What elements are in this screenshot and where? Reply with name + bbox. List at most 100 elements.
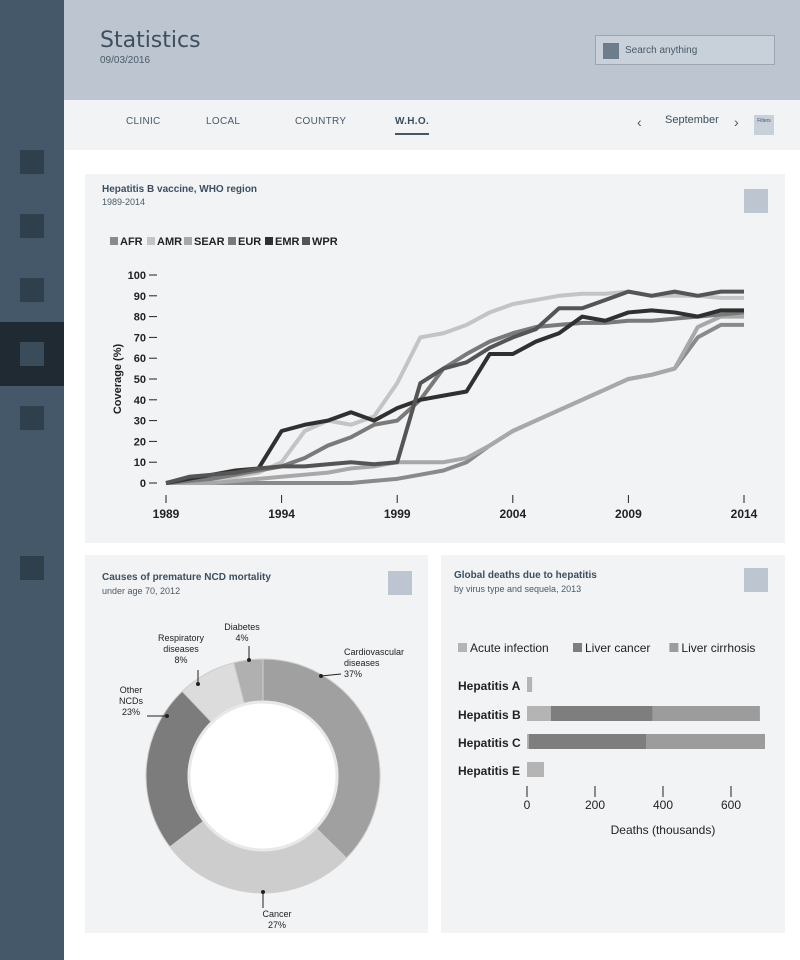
legend-label-liver-cancer: Liver cancer (585, 641, 650, 655)
y-tick-label: 30 (134, 416, 146, 428)
category-label-hepatitis-a: Hepatitis A (458, 679, 521, 693)
pie-label-line: NCDs (119, 696, 143, 706)
nav-icon (20, 278, 44, 302)
pie-label-line: 37% (344, 669, 362, 679)
y-tick-label: 20 (134, 436, 146, 448)
y-tick-label: 90 (134, 291, 146, 303)
legend-label-amr: AMR (157, 236, 182, 248)
page-title: Statistics (100, 28, 201, 53)
tab-local[interactable]: LOCAL (206, 116, 241, 127)
search-icon (603, 43, 619, 59)
pie-label-line: Respiratory (158, 633, 205, 643)
category-label-hepatitis-b: Hepatitis B (458, 708, 521, 722)
y-tick-label: 80 (134, 312, 146, 324)
vaccine-panel-title: Hepatitis B vaccine, WHO region (102, 184, 258, 195)
donut-hole (187, 700, 339, 852)
ncd-panel: Causes of premature NCD mortality under … (85, 555, 428, 933)
vaccine-panel-menu-button[interactable] (744, 189, 768, 213)
nav-icon (20, 342, 44, 366)
legend-swatch-eur (228, 237, 236, 245)
x-tick-label: 1999 (384, 507, 411, 521)
legend-swatch-acute-infection (458, 643, 467, 652)
hepatitis-panel-subtitle: by virus type and sequela, 2013 (454, 584, 582, 594)
sidebar-item-6[interactable] (0, 536, 64, 600)
bar-hepatitis-c-liver-cancer (528, 734, 646, 749)
pie-label-line: 8% (174, 655, 187, 665)
nav-icon (20, 406, 44, 430)
legend-swatch-amr (147, 237, 155, 245)
sidebar-item-5[interactable] (0, 386, 64, 450)
x-tick-label: 1994 (268, 507, 295, 521)
bar-hepatitis-e-acute-infection (527, 762, 544, 777)
x-tick-label: 1989 (153, 507, 180, 521)
legend-swatch-sear (184, 237, 192, 245)
category-label-hepatitis-e: Hepatitis E (458, 764, 520, 778)
series-line-eur (165, 310, 745, 485)
sidebar-item-1[interactable] (0, 130, 64, 194)
month-label: September (665, 114, 719, 126)
series-line-emr (165, 308, 744, 485)
pie-label-line: 4% (235, 633, 248, 643)
y-tick-label: 40 (134, 395, 146, 407)
vaccine-panel: Hepatitis B vaccine, WHO region 1989-201… (85, 174, 785, 543)
tab-clinic[interactable]: CLINIC (126, 116, 161, 127)
bar-hepatitis-c-acute-infection (527, 734, 529, 749)
page-date: 09/03/2016 (100, 55, 151, 66)
sidebar-item-3[interactable] (0, 258, 64, 322)
hepatitis-panel: Global deaths due to hepatitis by virus … (441, 555, 785, 933)
legend-swatch-liver-cirrhosis (669, 643, 679, 652)
y-tick-label: 100 (128, 270, 146, 282)
x-tick-label: 200 (585, 798, 605, 812)
series-line-wpr (165, 289, 744, 485)
bar-hepatitis-b-liver-cirrhosis (652, 706, 760, 721)
tab-bar: CLINIC LOCAL COUNTRY W.H.O. ‹ September … (64, 100, 800, 150)
pie-label-line: Other (120, 685, 143, 695)
legend-swatch-emr (265, 237, 273, 245)
legend-label-emr: EMR (275, 236, 300, 248)
category-label-hepatitis-c: Hepatitis C (458, 736, 521, 750)
bar-hepatitis-b-acute-infection (527, 706, 551, 721)
tab-country[interactable]: COUNTRY (295, 116, 347, 127)
x-tick-label: 2004 (499, 507, 526, 521)
legend-label-eur: EUR (238, 236, 261, 248)
y-tick-label: 0 (140, 478, 146, 490)
y-tick-label: 50 (134, 374, 146, 386)
vaccine-panel-subtitle: 1989-2014 (102, 197, 146, 207)
pie-label-line: diseases (163, 644, 199, 654)
x-tick-label: 2009 (615, 507, 642, 521)
pie-label-line: Cancer (262, 909, 291, 919)
sidebar-item-2[interactable] (0, 194, 64, 258)
sidebar (0, 0, 64, 960)
pie-label-line: diseases (344, 658, 380, 668)
pie-label-line: Diabetes (224, 622, 260, 632)
legend-label-sear: SEAR (194, 236, 225, 248)
bar-chart: Acute infection Liver cancer Liver cirrhos… (458, 641, 765, 837)
x-tick-label: 400 (653, 798, 673, 812)
search-box[interactable] (595, 35, 775, 65)
legend-label-wpr: WPR (312, 236, 338, 248)
legend-label-acute-infection: Acute infection (470, 641, 549, 655)
y-tick-label: 10 (134, 457, 146, 469)
search-input[interactable] (625, 42, 770, 58)
ncd-panel-menu-button[interactable] (388, 571, 412, 595)
bar-hepatitis-b-liver-cancer (550, 706, 653, 721)
sidebar-item-statistics[interactable] (0, 322, 64, 386)
hepatitis-panel-menu-button[interactable] (744, 568, 768, 592)
nav-icon (20, 214, 44, 238)
chevron-right-icon[interactable]: › (734, 114, 739, 130)
header: Statistics 09/03/2016 (64, 0, 800, 100)
legend-label-afr: AFR (120, 236, 143, 248)
y-tick-label: 70 (134, 332, 146, 344)
legend-swatch-wpr (302, 237, 310, 245)
ncd-panel-subtitle: under age 70, 2012 (102, 586, 181, 596)
x-tick-label: 600 (721, 798, 741, 812)
tab-who[interactable]: W.H.O. (395, 116, 430, 135)
leader-line (320, 673, 342, 677)
filters-button[interactable]: Filters (754, 115, 774, 135)
pie-label-line: 23% (122, 707, 140, 717)
chevron-left-icon[interactable]: ‹ (637, 114, 642, 130)
